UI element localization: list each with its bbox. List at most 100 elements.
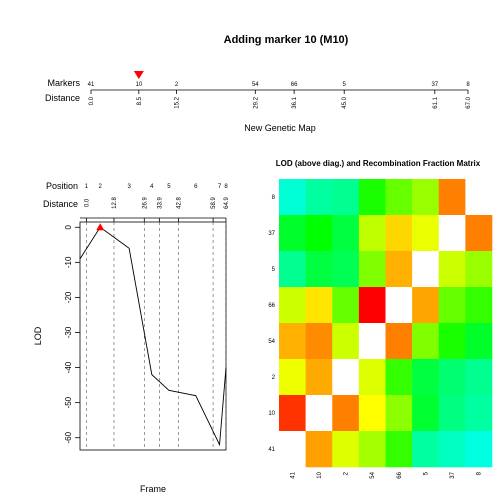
lod-plot-frame <box>79 221 227 451</box>
heatmap-cell <box>358 251 386 288</box>
position-label: 5 <box>167 184 171 190</box>
heatmap-cell <box>305 215 333 252</box>
heatmap-x-label: 41 <box>290 471 296 478</box>
heatmap-cell <box>332 179 360 216</box>
heatmap-cell <box>332 323 360 360</box>
heatmap-x-label: 37 <box>450 471 456 478</box>
heatmap-cell <box>279 179 306 216</box>
heatmap-cell <box>358 287 386 324</box>
heatmap-cell <box>385 395 413 432</box>
lod-y-tick-label: -50 <box>64 396 73 408</box>
heatmap-cell <box>412 359 440 396</box>
lod-ylabel: LOD <box>33 326 43 345</box>
heatmap-cell <box>385 323 413 360</box>
map-marker-label: 54 <box>252 82 259 88</box>
heatmap-cell <box>305 431 333 468</box>
heatmap-cell <box>279 431 306 468</box>
heatmap-cell <box>332 215 360 252</box>
map-marker-label: 2 <box>175 82 179 88</box>
heatmap-cell <box>279 359 306 396</box>
heatmap-cell <box>412 215 440 252</box>
map-distance-label: 67.0 <box>466 96 472 108</box>
heatmap-y-label: 66 <box>268 303 275 309</box>
map-marker-label: 5 <box>343 82 347 88</box>
heatmap-cell <box>385 359 413 396</box>
lod-distance-tick-label: 64.9 <box>224 197 230 209</box>
heatmap-x-label: 10 <box>317 471 323 478</box>
heatmap-cell <box>412 395 440 432</box>
position-label: 1 <box>85 184 89 190</box>
heatmap-cell <box>358 215 386 252</box>
heatmap-cell <box>279 395 306 432</box>
lod-y-tick-label: -20 <box>64 291 73 303</box>
heatmap-x-label: 2 <box>344 471 350 475</box>
heatmap-cell <box>305 251 333 288</box>
map-marker-label: 66 <box>291 82 298 88</box>
heatmap-cell <box>438 395 466 432</box>
genetic-map-panel: Markers Distance 41 0.0 10 8.5 2 15.2 54 29.2 66… <box>45 71 472 133</box>
position-label: 2 <box>99 184 103 190</box>
map-marker-label: 8 <box>466 82 470 88</box>
map-distance-label: 61.1 <box>433 96 439 108</box>
heatmap-cell <box>358 323 386 360</box>
heatmap-cell <box>385 431 413 468</box>
heatmap-cell <box>465 287 493 324</box>
map-marker-label: 37 <box>431 82 438 88</box>
heatmap-cell <box>385 287 413 324</box>
map-xlabel: New Genetic Map <box>244 123 316 133</box>
heatmap-cell <box>305 359 333 396</box>
markers-label: Markers <box>47 78 80 88</box>
heatmap-cell <box>438 323 466 360</box>
heatmap-cell <box>332 431 360 468</box>
heatmap-cell <box>465 215 493 252</box>
position-label: 8 <box>224 184 228 190</box>
heatmap-cell <box>438 431 466 468</box>
heatmap-cell <box>305 179 333 216</box>
lod-y-tick-label: -40 <box>64 361 73 373</box>
heatmap-cell <box>385 215 413 252</box>
heatmap-cell <box>332 359 360 396</box>
heatmap-cell <box>438 215 466 252</box>
heatmap-cell <box>358 359 386 396</box>
heatmap-cell <box>465 251 493 288</box>
heatmap-cell <box>279 215 306 252</box>
heatmap-x-label: 66 <box>397 471 403 478</box>
heatmap-cell <box>332 395 360 432</box>
position-label: Position <box>46 181 78 191</box>
position-label: 4 <box>150 184 154 190</box>
heatmap-cell <box>465 431 493 468</box>
heatmap-cell <box>412 431 440 468</box>
position-label: 6 <box>194 184 198 190</box>
heatmap-y-label: 10 <box>268 411 275 417</box>
map-distance-label: 0.0 <box>89 96 95 105</box>
heatmap-cell <box>412 287 440 324</box>
lod-distance-tick-label: 0.0 <box>84 198 90 207</box>
heatmap-y-label: 8 <box>272 195 276 201</box>
lod-y-tick-label: 0 <box>64 224 73 229</box>
heatmap-cell <box>305 323 333 360</box>
lod-distance-label: Distance <box>43 199 78 209</box>
heatmap-cell <box>385 251 413 288</box>
heatmap-cell <box>358 431 386 468</box>
heatmap-cell <box>438 287 466 324</box>
heatmap-x-label: 8 <box>477 471 483 475</box>
map-distance-label: 36.1 <box>292 96 298 108</box>
heatmap-panel: LOD (above diag.) and Recombination Frac… <box>268 159 493 479</box>
lod-distance-tick-label: 33.9 <box>157 197 163 209</box>
heatmap-cell <box>465 359 493 396</box>
heatmap-cell <box>465 395 493 432</box>
figure-title: Adding marker 10 (M10) <box>224 34 349 46</box>
heatmap-cell <box>438 179 466 216</box>
heatmap-cell <box>332 251 360 288</box>
position-label: 3 <box>127 184 131 190</box>
heatmap-cell <box>412 323 440 360</box>
heatmap-cell <box>385 179 413 216</box>
lod-y-tick-label: -60 <box>64 431 73 443</box>
distance-label: Distance <box>45 93 80 103</box>
heatmap-cell <box>438 251 466 288</box>
heatmap-cell <box>279 251 306 288</box>
heatmap-cell <box>358 179 386 216</box>
lod-distance-tick-label: 58.9 <box>211 197 217 209</box>
heatmap-cell <box>465 179 493 216</box>
